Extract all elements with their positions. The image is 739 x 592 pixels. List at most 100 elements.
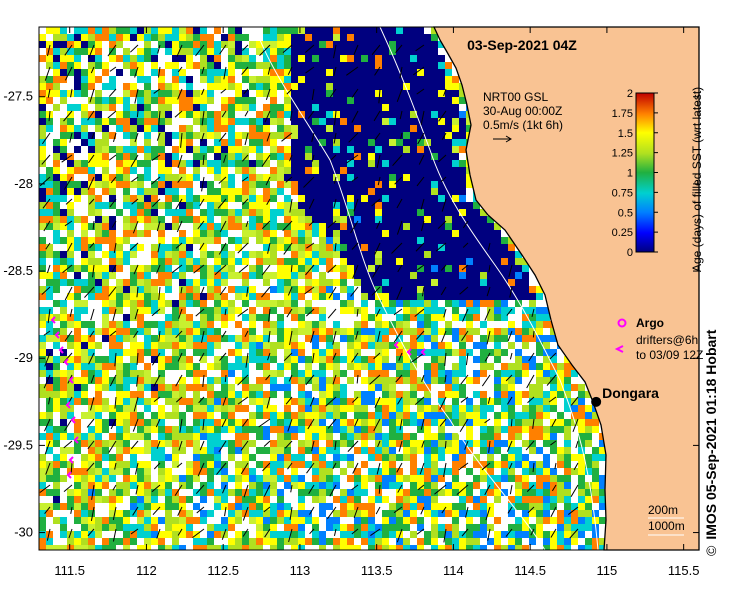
sst-cell	[242, 300, 249, 307]
sst-cell	[452, 195, 459, 202]
sst-cell	[431, 188, 438, 195]
sst-cell	[361, 510, 368, 517]
sst-cell	[480, 510, 487, 517]
sst-cell	[46, 272, 53, 279]
sst-cell	[60, 328, 67, 335]
sst-cell	[368, 405, 375, 412]
sst-cell	[263, 440, 270, 447]
sst-cell	[515, 489, 522, 496]
sst-cell	[319, 363, 326, 370]
sst-cell	[60, 223, 67, 230]
sst-cell	[67, 244, 74, 251]
sst-cell	[39, 440, 46, 447]
sst-cell	[284, 118, 291, 125]
sst-cell	[375, 90, 382, 97]
sst-cell	[179, 272, 186, 279]
sst-cell	[410, 433, 417, 440]
sst-cell	[424, 69, 431, 76]
sst-cell	[424, 223, 431, 230]
sst-cell	[137, 258, 144, 265]
sst-cell	[270, 440, 277, 447]
sst-cell	[578, 475, 585, 482]
sst-cell	[438, 153, 445, 160]
sst-cell	[144, 265, 151, 272]
sst-cell	[263, 202, 270, 209]
sst-cell	[396, 405, 403, 412]
sst-cell	[396, 454, 403, 461]
sst-cell	[74, 510, 81, 517]
sst-cell	[452, 363, 459, 370]
sst-cell	[193, 321, 200, 328]
sst-cell	[172, 181, 179, 188]
sst-cell	[529, 496, 536, 503]
sst-cell	[263, 496, 270, 503]
sst-cell	[396, 48, 403, 55]
sst-cell	[102, 251, 109, 258]
sst-cell	[599, 454, 606, 461]
sst-cell	[74, 153, 81, 160]
sst-cell	[319, 454, 326, 461]
sst-cell	[214, 216, 221, 223]
sst-cell	[298, 356, 305, 363]
sst-cell	[375, 342, 382, 349]
sst-cell	[291, 272, 298, 279]
sst-cell	[277, 328, 284, 335]
sst-cell	[137, 335, 144, 342]
sst-cell	[277, 433, 284, 440]
sst-cell	[592, 510, 599, 517]
sst-cell	[151, 76, 158, 83]
sst-cell	[445, 293, 452, 300]
sst-cell	[60, 202, 67, 209]
sst-cell	[487, 356, 494, 363]
sst-cell	[53, 328, 60, 335]
sst-cell	[354, 188, 361, 195]
sst-cell	[81, 482, 88, 489]
sst-cell	[193, 468, 200, 475]
sst-cell	[53, 524, 60, 531]
sst-cell	[179, 104, 186, 111]
sst-cell	[536, 496, 543, 503]
sst-cell	[207, 447, 214, 454]
sst-cell	[382, 335, 389, 342]
sst-cell	[284, 230, 291, 237]
sst-cell	[39, 279, 46, 286]
sst-cell	[158, 293, 165, 300]
sst-cell	[403, 510, 410, 517]
sst-cell	[235, 216, 242, 223]
sst-cell	[116, 468, 123, 475]
sst-cell	[249, 384, 256, 391]
sst-cell	[186, 125, 193, 132]
sst-cell	[473, 377, 480, 384]
sst-cell	[347, 118, 354, 125]
sst-cell	[102, 97, 109, 104]
sst-cell	[235, 41, 242, 48]
sst-cell	[109, 76, 116, 83]
sst-cell	[67, 41, 74, 48]
sst-cell	[207, 391, 214, 398]
sst-cell	[102, 314, 109, 321]
sst-cell	[137, 405, 144, 412]
sst-cell	[368, 363, 375, 370]
sst-cell	[270, 370, 277, 377]
sst-cell	[571, 482, 578, 489]
sst-cell	[109, 349, 116, 356]
sst-cell	[200, 517, 207, 524]
sst-cell	[81, 62, 88, 69]
sst-cell	[74, 342, 81, 349]
sst-cell	[340, 363, 347, 370]
sst-cell	[438, 503, 445, 510]
sst-cell	[452, 384, 459, 391]
sst-cell	[298, 188, 305, 195]
sst-cell	[144, 258, 151, 265]
sst-cell	[543, 503, 550, 510]
sst-cell	[501, 510, 508, 517]
sst-cell	[445, 223, 452, 230]
sst-cell	[361, 27, 368, 34]
sst-cell	[529, 314, 536, 321]
sst-cell	[557, 482, 564, 489]
sst-cell	[452, 174, 459, 181]
sst-cell	[123, 244, 130, 251]
sst-cell	[263, 230, 270, 237]
sst-cell	[459, 139, 466, 146]
